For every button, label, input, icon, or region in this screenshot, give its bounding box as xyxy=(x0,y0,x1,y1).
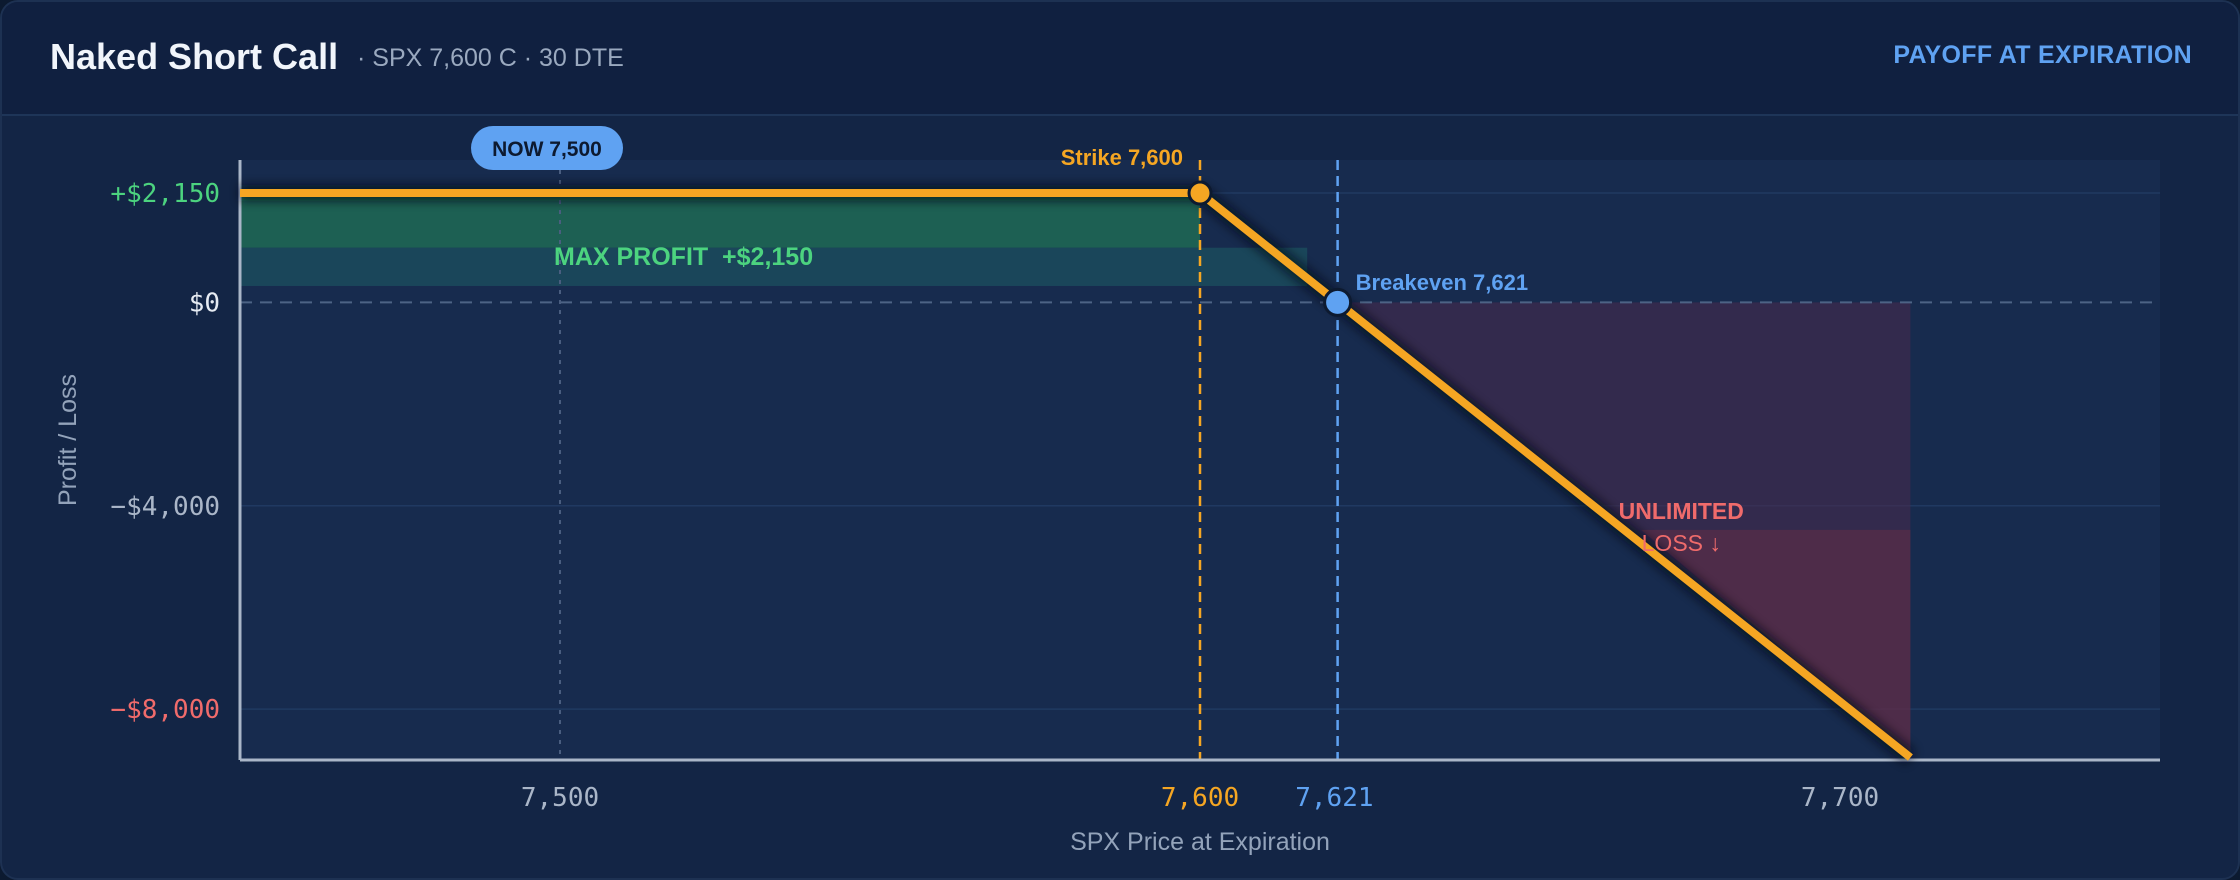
x-tick-label: 7,600 xyxy=(1161,783,1239,813)
payoff-mode-label: PAYOFF AT EXPIRATION xyxy=(1893,41,2192,69)
breakeven-label: Breakeven 7,621 xyxy=(1356,270,1528,295)
axes xyxy=(238,160,2160,762)
now-badge xyxy=(471,126,623,170)
profit-zone-fade xyxy=(240,247,1308,286)
y-tick-label: $0 xyxy=(189,288,220,318)
payoff-line xyxy=(240,189,1913,761)
max-profit-label: MAX PROFIT +$2,150 xyxy=(554,243,813,271)
breakeven-marker xyxy=(1323,287,1353,317)
y-tick-label: −$8,000 xyxy=(110,695,220,725)
x-tick-label: 7,621 xyxy=(1295,783,1373,813)
x-tick-label: 7,500 xyxy=(521,783,599,813)
loss-arrow-label: LOSS ↓ xyxy=(1642,530,1721,556)
y-tick-label: −$4,000 xyxy=(110,492,220,522)
chart-header: Naked Short Call · SPX 7,600 C · 30 DTE … xyxy=(2,2,2238,116)
x-axis-title: SPX Price at Expiration xyxy=(1070,828,1330,856)
reference-lines xyxy=(240,160,2160,760)
x-tick-label: 7,700 xyxy=(1801,783,1879,813)
payoff-series xyxy=(240,180,1916,764)
strike-marker xyxy=(1187,180,1213,206)
y-tick-label: +$2,150 xyxy=(110,179,220,209)
now-badge-label: NOW 7,500 xyxy=(492,138,602,161)
chart-subtitle: · SPX 7,600 C · 30 DTE xyxy=(357,44,624,72)
y-axis-title: Profit / Loss xyxy=(54,374,82,506)
strike-label: Strike 7,600 xyxy=(1061,145,1183,170)
unlimited-loss-label: UNLIMITED xyxy=(1619,498,1744,524)
chart-title: Naked Short Call xyxy=(50,36,339,77)
max-profit-zone xyxy=(240,193,1200,248)
chart-labels: +$2,150 $0 −$4,000 −$8,000 7,500 7,600 7,621 7,… xyxy=(54,126,1879,856)
